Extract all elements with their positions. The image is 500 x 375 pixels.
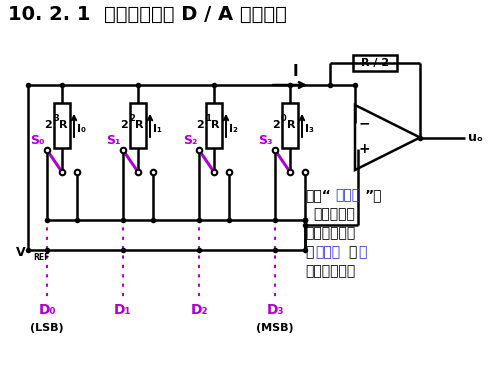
Text: I₃: I₃: [305, 123, 314, 134]
Text: S₃: S₃: [258, 134, 273, 147]
Text: R / 2: R / 2: [361, 58, 389, 68]
Text: (MSB): (MSB): [256, 323, 294, 333]
Text: −: −: [358, 116, 370, 130]
Text: R: R: [287, 120, 296, 130]
Text: 权电阵: 权电阵: [335, 188, 360, 202]
Text: +: +: [358, 142, 370, 156]
Text: D₀: D₀: [38, 303, 56, 317]
Text: 0: 0: [281, 114, 287, 123]
Bar: [130, 103, 146, 148]
Text: 3: 3: [53, 114, 59, 123]
Text: D₃: D₃: [266, 303, 284, 317]
Text: (LSB): (LSB): [30, 323, 64, 333]
Text: I₀: I₀: [77, 123, 86, 134]
Text: REF: REF: [33, 254, 50, 262]
Text: R: R: [135, 120, 143, 130]
Text: 2: 2: [44, 120, 52, 130]
Text: 权: 权: [358, 245, 366, 259]
Text: R: R: [211, 120, 220, 130]
Text: 10. 2. 1  权电阵网络型 D / A 转换器：: 10. 2. 1 权电阵网络型 D / A 转换器：: [8, 4, 287, 24]
Text: uₒ: uₒ: [468, 131, 483, 144]
Text: 关: 关: [305, 245, 314, 259]
Text: 数字量: 数字量: [315, 245, 340, 259]
Text: 2: 2: [196, 120, 204, 130]
Bar: [353, 55, 397, 71]
Text: ”，: ”，: [365, 188, 382, 202]
Text: 的: 的: [348, 245, 356, 259]
Text: 2: 2: [120, 120, 128, 130]
Text: I₂: I₂: [229, 123, 238, 134]
Bar: [206, 103, 222, 148]
Text: I: I: [292, 64, 298, 80]
Text: V: V: [16, 246, 26, 259]
Text: D₂: D₂: [190, 303, 208, 317]
Bar: [54, 103, 70, 148]
Text: S₂: S₂: [182, 134, 197, 147]
Text: S₀: S₀: [30, 134, 45, 147]
Text: 1: 1: [205, 114, 211, 123]
Text: 2: 2: [272, 120, 280, 130]
Text: R: R: [59, 120, 68, 130]
Text: 所谓“: 所谓“: [305, 188, 331, 202]
Bar: [282, 103, 298, 148]
Text: I₁: I₁: [153, 123, 162, 134]
Text: S₁: S₁: [106, 134, 121, 147]
Text: 重密切相关。: 重密切相关。: [305, 264, 355, 278]
Text: 2: 2: [129, 114, 135, 123]
Text: 的大小，与有: 的大小，与有: [305, 226, 355, 240]
Text: 是指电阵值: 是指电阵值: [313, 207, 355, 221]
Text: D₁: D₁: [114, 303, 132, 317]
